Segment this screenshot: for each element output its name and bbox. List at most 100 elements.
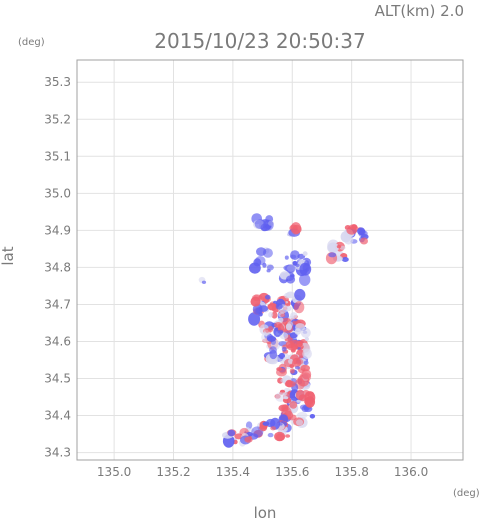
data-cell (277, 324, 285, 332)
y-tick-label: 35.2 (44, 112, 71, 126)
data-cell (249, 262, 261, 274)
y-tick-label: 35.1 (44, 149, 71, 163)
data-cell (254, 219, 267, 230)
data-cell (302, 251, 308, 257)
data-cell (284, 264, 296, 273)
data-cell (285, 379, 293, 388)
y-tick-label: 34.7 (44, 297, 71, 311)
data-cell (278, 352, 285, 360)
data-cell (266, 334, 274, 341)
y-tick-label: 34.8 (44, 260, 71, 274)
data-cell (251, 294, 263, 302)
x-tick-label: 136.0 (394, 465, 428, 479)
chart-subtitle: ALT(km) 2.0 (375, 2, 464, 20)
data-cell (274, 431, 286, 442)
data-cell (296, 412, 308, 419)
data-cell (296, 340, 303, 348)
data-cell (265, 294, 271, 300)
y-tick-label: 34.6 (44, 334, 71, 348)
data-cell (267, 432, 274, 438)
data-cell (292, 357, 302, 368)
data-cell (288, 358, 294, 364)
data-cell (285, 340, 295, 349)
data-cell (280, 313, 286, 318)
y-tick-label: 34.9 (44, 223, 71, 237)
data-cell (299, 372, 312, 382)
data-cell (268, 311, 274, 318)
data-cell (267, 325, 274, 333)
data-cell (290, 312, 298, 319)
data-cell (294, 288, 306, 301)
x-unit-label: (deg) (453, 488, 480, 499)
data-cell (275, 303, 283, 310)
data-cell (245, 421, 253, 430)
data-cell (227, 429, 236, 437)
y-tick-label: 35.0 (44, 186, 71, 200)
data-cell (290, 222, 302, 235)
x-tick-label: 135.8 (334, 465, 368, 479)
data-cell (339, 245, 346, 250)
data-cell (248, 312, 261, 326)
data-cell (284, 292, 291, 299)
data-cell (299, 273, 311, 286)
data-cell (278, 317, 284, 323)
y-tick-labels: 34.3 34.4 34.5 34.6 34.7 34.8 34.9 35.0 35.1 35.2… (44, 75, 71, 459)
data-cell (255, 307, 263, 315)
y-tick-label: 34.5 (44, 372, 71, 386)
data-cell (328, 242, 339, 253)
chart-title: 2015/10/23 20:50:37 (154, 29, 365, 53)
data-cell (295, 263, 300, 268)
y-axis-label: lat (0, 246, 17, 265)
data-cell (358, 229, 366, 236)
data-cell (283, 396, 289, 400)
data-cell (269, 349, 278, 360)
data-cell (255, 256, 266, 266)
data-cell (289, 368, 295, 374)
data-cell (294, 328, 302, 335)
grid (77, 60, 463, 460)
data-cell (284, 255, 289, 260)
data-cell (294, 366, 301, 370)
data-cell (290, 250, 300, 260)
data-cell (296, 399, 301, 403)
data-cell (285, 434, 291, 438)
y-tick-label: 34.4 (44, 409, 71, 423)
data-cell (276, 367, 283, 372)
data-cell (336, 245, 342, 249)
data-cell (270, 339, 276, 345)
data-cell (271, 311, 278, 319)
data-cell (262, 421, 270, 426)
data-cell (270, 426, 276, 431)
data-cell (304, 336, 309, 342)
data-cell (278, 423, 283, 426)
data-cell (293, 301, 305, 314)
data-cell (303, 360, 309, 365)
y-unit-label: (deg) (18, 37, 45, 48)
data-cell (301, 405, 309, 413)
data-cell (360, 237, 368, 245)
data-cell (289, 401, 298, 409)
data-cell (302, 263, 310, 272)
data-cell (277, 329, 284, 334)
data-cells (198, 213, 369, 448)
x-tick-label: 135.2 (156, 465, 190, 479)
data-cell (201, 280, 207, 284)
data-cell (244, 436, 253, 443)
data-cell (296, 419, 303, 426)
data-cell (295, 389, 305, 401)
data-cell (302, 348, 312, 360)
x-tick-label: 135.6 (275, 465, 309, 479)
data-cell (281, 346, 287, 352)
x-axis-label: lon (254, 504, 277, 521)
data-cell (346, 226, 358, 235)
data-cell (343, 234, 354, 245)
data-cell (304, 396, 316, 408)
data-cell (266, 269, 271, 273)
data-cell (292, 261, 297, 266)
data-cell (341, 257, 349, 262)
x-tick-labels: 135.0 135.2 135.4 135.6 135.8 136.0 (97, 465, 428, 479)
data-cell (328, 252, 337, 258)
data-cell (282, 392, 287, 396)
y-tick-label: 34.3 (44, 446, 71, 460)
